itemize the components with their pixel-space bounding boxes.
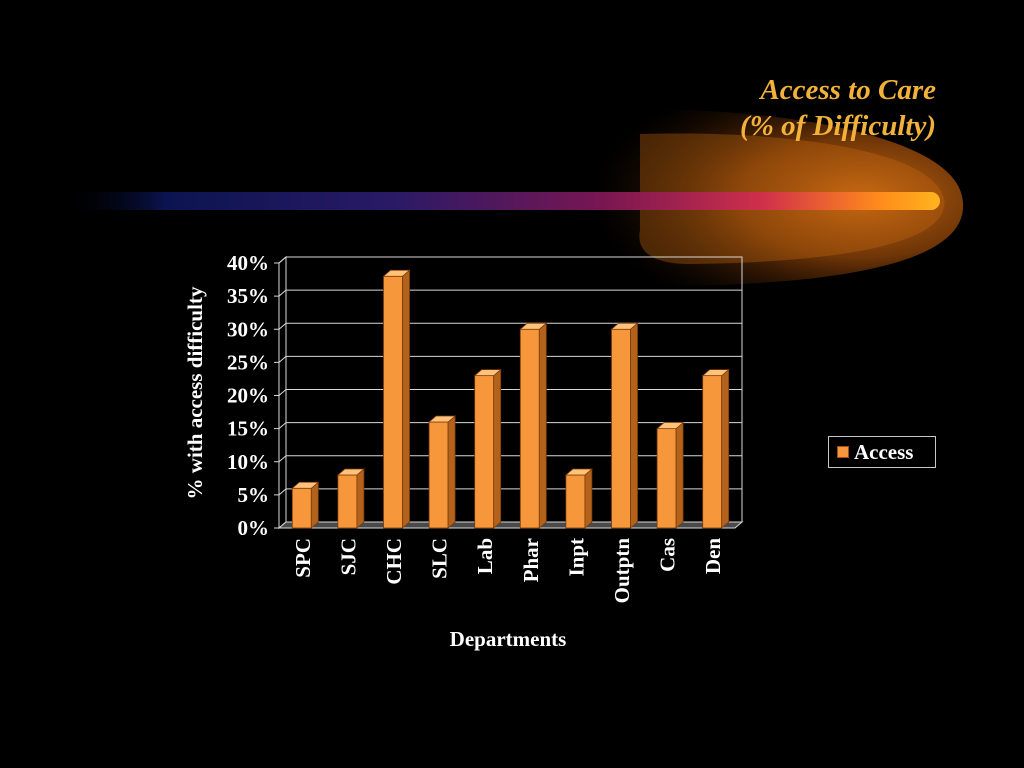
- y-tick-label: 35%: [227, 284, 269, 308]
- slide-title: Access to Care (% of Difficulty): [740, 72, 936, 144]
- bar-top: [382, 269, 411, 277]
- bar-top: [473, 369, 502, 377]
- y-tick-label: 40%: [227, 251, 269, 275]
- bar-side: [493, 368, 502, 529]
- bar-side: [675, 421, 684, 529]
- bar: [610, 322, 639, 529]
- y-tick-label: 0%: [238, 516, 270, 540]
- x-tick-label: Inpt: [564, 538, 588, 577]
- y-tick-label: 10%: [227, 450, 269, 474]
- bar-top: [428, 415, 457, 423]
- bar: [382, 269, 411, 529]
- bar: [428, 415, 457, 529]
- x-tick-label: SLC: [428, 538, 452, 579]
- bar-front: [565, 474, 586, 529]
- gridline-side: [278, 488, 287, 496]
- bar-front: [611, 328, 631, 529]
- y-tick-label: 25%: [227, 350, 269, 374]
- swoosh-beam: [60, 192, 940, 210]
- bar-front: [519, 328, 540, 529]
- gridline-side: [278, 355, 287, 363]
- bar: [656, 421, 685, 529]
- bar-front: [291, 487, 312, 529]
- bar-top: [701, 369, 730, 377]
- bar-side: [630, 322, 638, 529]
- y-tick-label: 30%: [227, 317, 269, 341]
- bar-side: [447, 415, 456, 529]
- bar: [291, 481, 320, 529]
- chart-bars: [291, 269, 730, 529]
- gridline-side: [278, 289, 287, 297]
- x-tick-label: Outptn: [610, 538, 634, 604]
- bar-front: [337, 474, 358, 529]
- gridline-side: [278, 256, 287, 264]
- chart-legend: Access: [828, 436, 936, 468]
- bar-front: [383, 275, 403, 529]
- bar-side: [402, 269, 410, 529]
- y-tick-label: 20%: [227, 384, 269, 408]
- bar-front: [656, 428, 677, 529]
- bar: [519, 322, 548, 529]
- bar: [701, 368, 730, 529]
- bar-side: [356, 468, 365, 529]
- legend-swatch: [837, 446, 849, 458]
- x-axis-label: Departments: [450, 627, 567, 651]
- bar-side: [721, 368, 730, 529]
- y-tick-label: 5%: [238, 483, 270, 507]
- bar-side: [310, 481, 319, 529]
- gridline-side: [278, 422, 287, 430]
- x-tick-label: SJC: [336, 538, 360, 575]
- x-tick-label: SPC: [291, 538, 315, 578]
- legend-label: Access: [854, 440, 914, 464]
- bar-side: [538, 322, 547, 529]
- gridline-side: [278, 389, 287, 396]
- bar: [336, 468, 365, 529]
- gridline-side: [278, 322, 287, 330]
- bar-front: [474, 375, 495, 529]
- bar-top: [610, 322, 639, 330]
- x-tick-label: Den: [701, 538, 725, 574]
- x-tick-label: Phar: [519, 538, 543, 582]
- bar-top: [656, 422, 685, 430]
- bar-top: [519, 322, 548, 330]
- bar-side: [584, 468, 593, 529]
- gridline-side: [278, 455, 287, 463]
- y-axis-ticks: 0% 5% 10% 15% 20% 25% 30% 35% 40%: [227, 251, 279, 540]
- bar: [564, 468, 593, 529]
- bar-top: [336, 468, 365, 476]
- x-axis-ticks: SPC SJC CHC SLC Lab Phar Inpt Outptn Cas Den: [291, 538, 725, 604]
- bar-top: [564, 468, 593, 476]
- title-line-1: Access to Care: [760, 74, 936, 106]
- y-axis-label: % with access difficulty: [183, 286, 207, 499]
- bar-front: [702, 375, 723, 529]
- x-tick-label: CHC: [382, 538, 406, 585]
- x-tick-label: Cas: [656, 538, 680, 572]
- y-tick-label: 15%: [227, 417, 269, 441]
- bar-top: [291, 481, 320, 489]
- x-tick-label: Lab: [473, 538, 497, 574]
- bar-front: [428, 421, 449, 529]
- bar: [473, 368, 502, 529]
- title-line-2: (% of Difficulty): [740, 110, 936, 142]
